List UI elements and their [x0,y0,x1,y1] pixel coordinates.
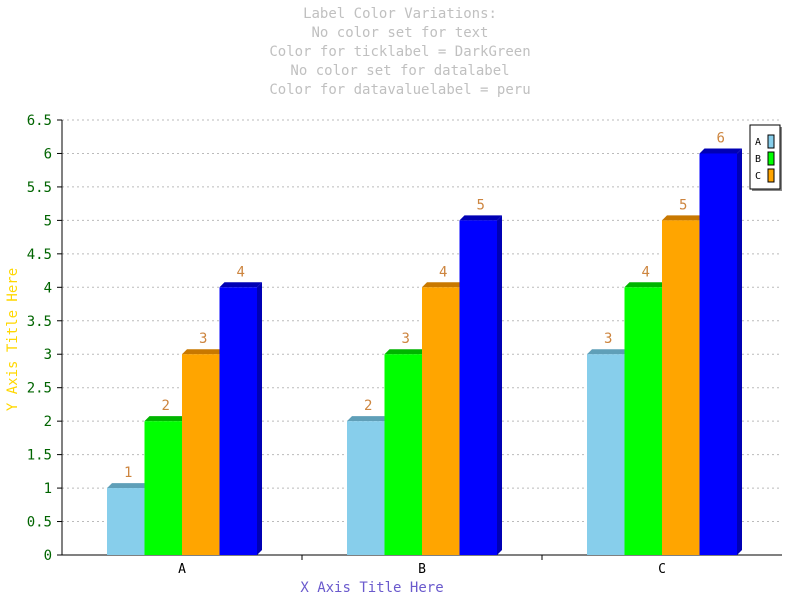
chart-title-line-1: Label Color Variations: [303,6,497,22]
data-value-label: 3 [199,331,207,347]
bar-side [497,215,502,555]
legend-swatch [767,168,775,183]
legend-label: A [755,137,761,148]
bar-top [624,282,667,288]
bar-top [662,215,705,221]
legend-label: B [755,154,761,165]
bar-top [107,483,150,489]
legend-box [749,124,781,190]
bar-side [257,282,262,555]
y-tick-label: 0 [44,548,52,564]
y-tick-label: 1.5 [27,448,52,464]
chart-title-line-5: Color for datavaluelabel = peru [269,82,531,98]
y-tick-label: 5.5 [27,180,52,196]
y-axis-title: Y Axis Title Here [5,268,21,411]
bar [587,354,625,555]
data-value-label: 4 [439,264,447,280]
y-tick-label: 1 [44,481,52,497]
y-tick-label: 0.5 [27,515,52,531]
data-value-label: 4 [237,264,245,280]
bar-top [347,416,390,422]
y-tick-label: 3.5 [27,314,52,330]
bar [347,421,385,555]
bar [624,287,662,555]
bar [384,354,422,555]
legend-label: C [755,171,761,182]
y-tick-label: 3 [44,347,52,363]
data-value-label: 6 [717,130,725,146]
data-value-label: 1 [124,465,132,481]
data-value-label: 3 [604,331,612,347]
bar-top [219,282,262,288]
chart-title-line-4: No color set for datalabel [290,63,510,79]
data-value-label: 4 [642,264,650,280]
bar [459,220,497,555]
x-axis-title: X Axis Title Here [300,580,443,596]
data-value-label: 5 [679,197,687,213]
bar-top [459,215,502,221]
bar [182,354,220,555]
data-value-label: 3 [402,331,410,347]
x-tick-label: A [178,562,186,577]
bar [219,287,257,555]
bar [662,220,700,555]
legend-swatch [767,134,775,149]
bar [422,287,460,555]
bar-side [737,148,742,555]
x-tick-label: B [418,562,426,577]
y-tick-label: 5 [44,213,52,229]
chart-title-line-2: No color set for text [311,25,489,41]
bar-top [422,282,465,288]
y-tick-label: 6 [44,146,52,162]
y-tick-label: 6.5 [27,113,52,129]
data-value-label: 2 [364,398,372,414]
bar-top [182,349,225,355]
y-tick-label: 4 [44,280,52,296]
x-tick-label: C [658,562,666,577]
y-tick-label: 2.5 [27,381,52,397]
data-value-label: 2 [162,398,170,414]
data-value-label: 5 [477,197,485,213]
y-tick-label: 4.5 [27,247,52,263]
bar [144,421,182,555]
bar-top [144,416,187,422]
legend-swatch [767,151,775,166]
bar-top [384,349,427,355]
bar-top [699,148,742,154]
bar [699,153,737,555]
y-tick-label: 2 [44,414,52,430]
bar [107,488,145,555]
bar-top [587,349,630,355]
chart-title-line-3: Color for ticklabel = DarkGreen [269,44,531,60]
